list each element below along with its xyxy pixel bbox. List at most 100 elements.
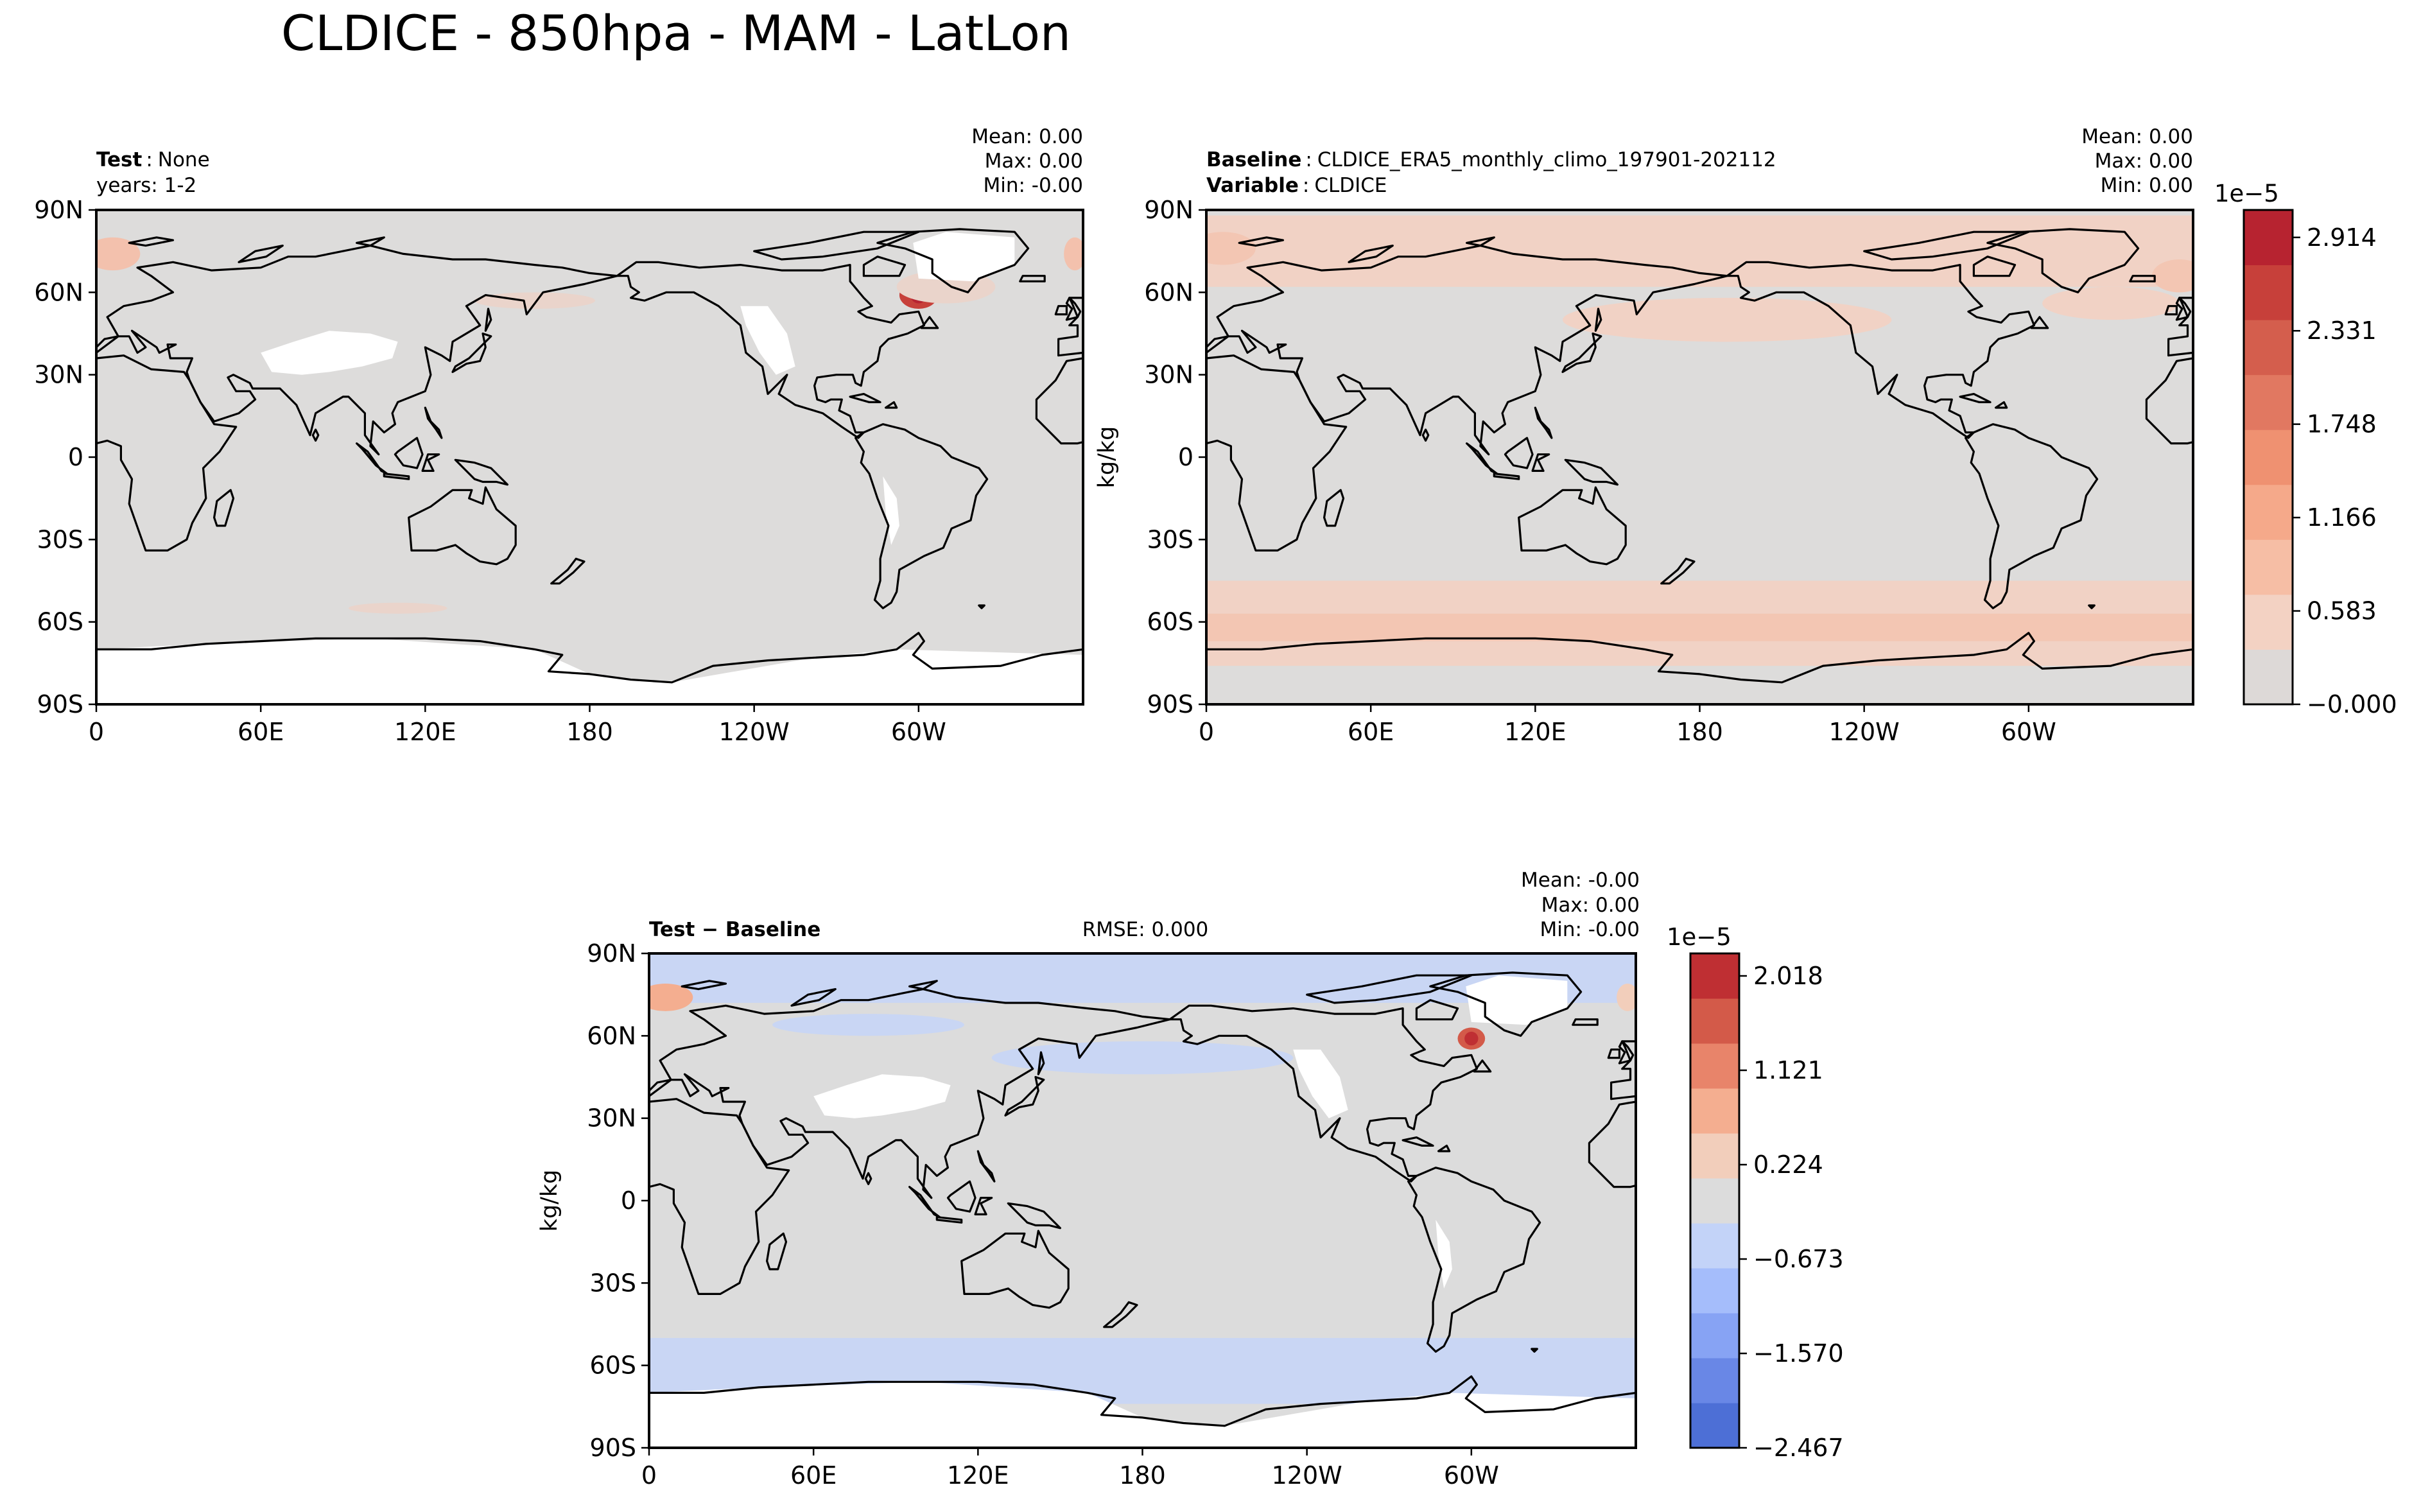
colorbar-tick-label: 1.166 [2307,503,2377,532]
panel-baseline-variable: Variable: CLDICE [1206,174,1387,197]
coastline-baffin [1415,999,1459,1021]
x-tick-label: 0 [1199,718,1214,746]
colorbar-segment [1690,1403,1739,1448]
coastline-southAmerica [1407,1167,1541,1353]
coastline-novaya [1348,245,1394,263]
colorbar-segment [1690,998,1739,1044]
colorbar-tick-label: −0.673 [1753,1245,1844,1273]
masked-region [1293,1049,1348,1118]
y-tick-label: 60N [34,278,83,306]
coastline-newfoundland [2030,316,2049,329]
coastline-africa [649,1098,790,1295]
coastline-java [1493,473,1520,480]
coastline-sakhalin [484,308,492,332]
colorbar-segment [1690,1133,1739,1179]
coastline-southAmerica [855,423,989,609]
panel-diff-map: 0 60E 120E 180 120W 60W 90N 60N 30N 0 30S 60S 90S [587,939,1637,1490]
coastline-southGeorgia [2088,604,2096,609]
y-tick-label: 30N [34,361,83,389]
y-tick-label: 60S [37,608,83,636]
colorbar-diff-exponent: 1e−5 [1667,923,1731,951]
colorbar-segment [1690,1268,1739,1314]
coastline-madagascar [766,1232,788,1271]
colorbar-segment [1690,1178,1739,1224]
y-tick-label: 90S [37,690,83,718]
colorbar-segment [2244,649,2293,705]
colorbar-segment [2244,374,2293,430]
panel-baseline-mean: Mean: 0.00 [2081,125,2193,148]
coastline-borneo [1504,437,1534,469]
anomaly-region [1464,1031,1479,1046]
coastline-srilanka [311,428,320,442]
y-tick-label: 90N [587,939,636,968]
panel-test-years: years: 1-2 [96,174,196,197]
panel-baseline-label: Baseline: CLDICE_ERA5_monthly_climo_19790… [1206,148,1776,171]
coastline-newGuinea [454,458,508,486]
y-tick-label: 90S [1147,690,1193,718]
panel-diff-label: Test − Baseline [649,918,820,941]
panel-baseline-label-bold: Baseline [1206,148,1301,171]
coastline-iceland [2129,275,2156,282]
x-tick-label: 120W [719,718,790,746]
coastline-severnaya [1466,236,1495,247]
anomaly-region [348,602,447,614]
panel-diff-mean: Mean: -0.00 [1521,869,1640,892]
anomaly-region [772,1014,964,1036]
colorbar-frame [1689,952,1740,1449]
colorbar-tick-label: 0.583 [2307,597,2377,625]
anomaly-region [991,1041,1294,1075]
anomaly-region [96,237,141,271]
coastline-eurasia [96,245,618,456]
panel-baseline-label-colon: : [1305,148,1312,171]
coastline-iceland [1019,275,1046,282]
y-tick-label: 30S [1147,525,1193,553]
coastline-antarctica [96,632,1083,684]
colorbar-segment [2244,210,2293,266]
colorbar-main-exponent: 1e−5 [2214,180,2279,207]
panel-test: Test: None years: 1-2 Mean: 0.00 Max: 0.0… [34,125,1084,746]
panel-baseline-map: 0 60E 120E 180 120W 60W 90N 60N 30N 0 30S 60S 90S [1144,196,2194,746]
masked-region [883,476,899,545]
coastline-southAmerica [1965,423,2099,609]
coastline-java [383,473,410,480]
coastline-newZealand [1103,1301,1138,1328]
coastline-java [935,1216,963,1224]
x-tick-label: 60E [790,1461,837,1490]
coastline-newZealand [1660,557,1696,585]
colorbar-main: 2.914 2.331 1.748 1.166 0.583 −0.000 [2243,209,2397,718]
colorbar-segment [2244,594,2293,650]
colorbar-segment [1690,1223,1739,1269]
masked-region [649,1382,1636,1448]
x-tick-label: 60W [2001,718,2056,746]
coastline-philippines [424,406,443,439]
colorbar-segment [2244,265,2293,320]
coastline-baffin [862,256,907,277]
colorbar-tick-label: −0.000 [2307,690,2397,718]
anomaly-region [1206,232,1256,265]
masked-region [813,1074,951,1118]
coastline-ireland [2164,305,2178,316]
anomaly-region [2042,286,2180,320]
coastline-africa [1206,354,1348,552]
coastline-srilanka [1421,428,1430,442]
colorbar-segment [1690,1088,1739,1134]
coastline-newGuinea [1564,458,1618,486]
anomaly-region [474,292,596,309]
coastline-hispaniola [1995,401,2008,409]
coastline-eurasia [1206,245,1728,456]
masked-region [913,232,1015,282]
coastline-novaya [238,245,284,263]
anomaly-region [1064,237,1083,271]
y-tick-label: 30N [1144,361,1193,389]
coastline-arcticIsles [1306,974,1473,1004]
coastline-greenland [1429,971,1583,1037]
coastline-britain [1618,1040,1635,1064]
x-tick-label: 0 [89,718,104,746]
colorbar-tick-label: 1.748 [2307,410,2377,439]
coastline-baffin [1972,256,2017,277]
x-tick-label: 120E [947,1461,1009,1490]
coastline-borneo [394,437,424,469]
coastline-iceland [1572,1018,1599,1026]
coastline-japan [451,332,492,373]
panel-test-label-colon: : [146,148,152,171]
